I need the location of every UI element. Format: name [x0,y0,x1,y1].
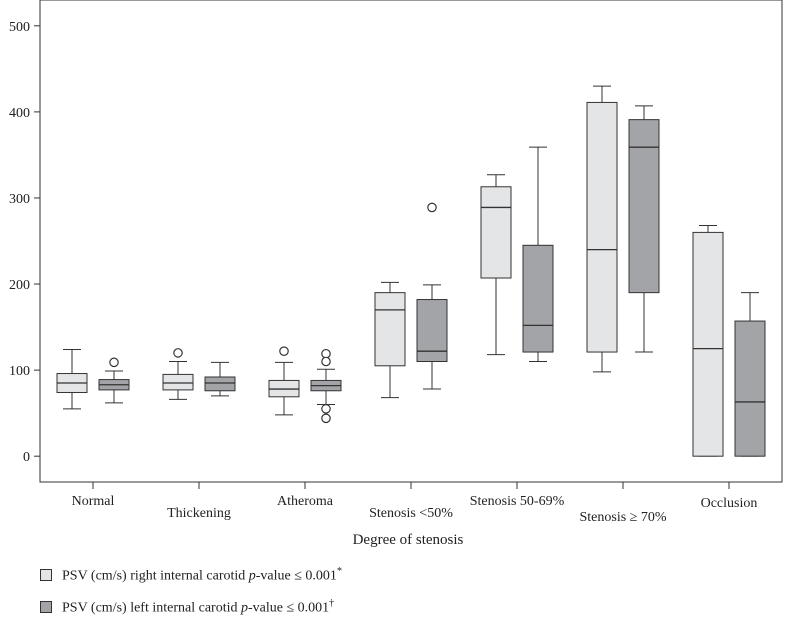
box-left-2 [204,361,236,397]
box-right-3 [268,346,300,416]
box-left-4 [416,202,448,390]
legend-label-left: PSV (cm/s) left internal carotid p-value… [62,598,335,616]
box-right-2 [162,348,194,400]
box-right-5 [480,174,512,356]
y-tick-label: 500 [9,20,30,35]
box-iqr [416,299,448,362]
boxplot-chart: 0 100 200 300 400 500 Normal Thickening Atherom… [9,0,783,548]
y-tick-label: 100 [9,364,30,379]
outlier-point [321,413,331,424]
y-axis: 0 100 200 300 400 500 [9,20,40,465]
box-iqr [586,101,618,353]
x-tick-label: Normal [72,494,115,509]
outlier-point [279,346,289,356]
legend-item-left: PSV (cm/s) left internal carotid p-value… [40,598,334,617]
legend-swatch-right [40,569,52,582]
box-right-6 [586,85,618,373]
y-tick-label: 0 [23,450,30,465]
y-tick-label: 200 [9,278,30,293]
outlier-point [321,404,331,414]
outlier-point [321,356,331,367]
y-tick-label: 300 [9,192,30,207]
legend-item-right: PSV (cm/s) right internal carotid p-valu… [40,566,342,585]
box-left-6 [628,105,660,353]
box-right-1 [56,348,88,410]
box-left-3 [310,348,342,424]
x-tick-label: Stenosis <50% [369,506,453,521]
outlier-point [427,202,437,213]
x-tick-label: Thickening [167,506,231,521]
box-iqr [480,186,512,279]
x-tick-label: Atheroma [277,494,334,509]
box-iqr [692,231,724,457]
x-tick-label: Occlusion [701,496,758,511]
box-iqr [628,119,660,294]
y-tick-label: 400 [9,106,30,121]
box-right-4 [374,281,406,399]
outlier-point [109,357,119,368]
plot-frame [39,0,783,483]
legend-label-right: PSV (cm/s) right internal carotid p-valu… [62,566,342,584]
box-layer [56,85,766,457]
box-left-7 [734,292,766,457]
box-right-7 [692,225,724,457]
box-iqr [162,373,194,391]
x-axis: Normal Thickening Atheroma Stenosis <50% Ste… [72,482,758,525]
legend-swatch-left [40,601,52,614]
plot-border [39,0,783,483]
outlier-point [173,348,183,358]
box-iqr [374,292,406,367]
box-left-5 [522,146,554,362]
box-left-1 [98,357,130,404]
x-tick-label: Stenosis 50-69% [470,494,565,509]
x-tick-label: Stenosis ≥ 70% [579,510,666,525]
box-iqr [204,376,236,392]
box-iqr [734,320,766,457]
x-axis-label: Degree of stenosis [353,532,464,548]
box-iqr [522,244,554,353]
outlier-point [321,348,331,359]
